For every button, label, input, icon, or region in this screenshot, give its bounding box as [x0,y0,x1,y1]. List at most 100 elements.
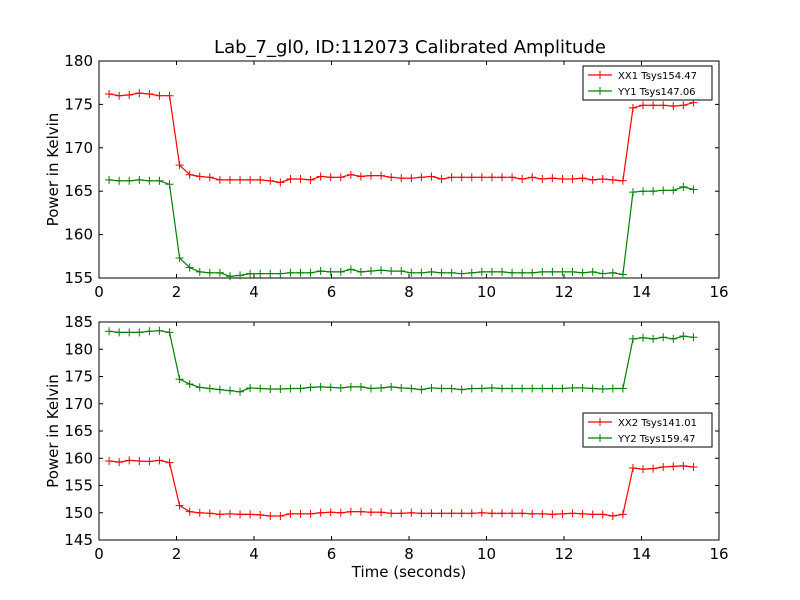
y-tick-label: 160 [64,226,93,244]
data-point [618,176,627,185]
data-point [336,267,345,276]
data-point [659,462,668,471]
legend-label: YY1 Tsys147.06 [617,87,696,98]
data-point [467,384,476,393]
data-point [266,385,275,394]
y-tick-label: 175 [64,95,93,113]
data-point [407,508,416,517]
data-point [356,172,365,181]
data-point [487,509,496,518]
data-point [467,268,476,277]
data-point [205,384,214,393]
data-point [618,384,627,393]
chart-title: Lab_7_gl0, ID:112073 Calibrated Amplitud… [214,37,606,58]
data-point [628,464,637,473]
data-point [306,268,315,277]
data-point [115,176,124,185]
x-tick-label: 6 [327,545,337,563]
data-point [649,187,658,196]
y-tick-label: 170 [64,395,93,413]
data-point [679,461,688,470]
legend-marker [596,434,604,442]
data-point [155,91,164,100]
data-point [225,509,234,518]
data-point [377,171,386,180]
data-point [487,173,496,182]
data-point [145,89,154,98]
data-point [669,334,678,343]
data-point [306,175,315,184]
series-1 [105,175,698,281]
data-point [276,512,285,521]
data-point [558,267,567,276]
data-point [296,509,305,518]
x-tick-label: 8 [404,545,414,563]
x-tick-label: 12 [554,545,573,563]
data-point [155,326,164,335]
data-point [568,267,577,276]
data-point [598,385,607,394]
data-point [175,254,184,263]
data-point [125,176,134,185]
y-tick-label: 165 [64,182,93,200]
data-point [518,175,527,184]
data-point [155,456,164,465]
legend-label: YY2 Tsys159.47 [617,434,696,445]
data-point [195,267,204,276]
data-point [135,328,144,337]
data-point [165,328,174,337]
data-point [195,383,204,392]
data-point [608,268,617,277]
x-tick-label: 10 [477,283,496,301]
data-point [598,269,607,278]
x-tick-label: 4 [249,545,259,563]
data-point [467,509,476,518]
data-point [367,171,376,180]
data-point [175,375,184,384]
data-point [125,456,134,465]
data-point [498,384,506,393]
data-point [639,101,648,110]
data-point [215,268,224,277]
data-point [175,161,184,170]
data-point [306,383,315,392]
data-point [477,173,486,182]
data-point [437,384,446,393]
x-tick-label: 14 [632,545,651,563]
data-point [437,268,446,277]
data-point [185,263,194,272]
data-point [538,509,547,518]
data-point [185,170,194,179]
data-point [145,176,154,185]
data-point [346,507,355,516]
legend: XX2 Tsys141.01 YY2 Tsys159.47 [582,412,713,448]
data-point [316,172,325,181]
data-point [649,101,658,110]
data-point [296,268,305,277]
y-axis-label: Power in Kelvin [44,113,62,227]
data-point [165,180,174,189]
data-point [447,173,456,182]
legend-label: XX1 Tsys154.47 [618,71,697,82]
data-point [508,509,517,518]
data-point [256,510,265,519]
y-tick-label: 180 [64,340,93,358]
data-point [377,508,386,517]
data-point [578,383,587,392]
data-point [115,91,124,100]
data-point [608,512,617,521]
data-point [457,509,466,518]
legend-box [582,412,713,448]
x-tick-label: 6 [327,283,337,301]
data-point [508,384,517,393]
data-point [105,89,114,98]
data-point [105,175,114,184]
data-point [286,175,295,184]
data-point [336,173,345,182]
data-point [125,90,134,99]
legend: XX1 Tsys154.47 YY1 Tsys147.06 [582,65,713,101]
data-point [105,456,114,465]
data-point [115,458,124,467]
data-point [437,175,446,184]
